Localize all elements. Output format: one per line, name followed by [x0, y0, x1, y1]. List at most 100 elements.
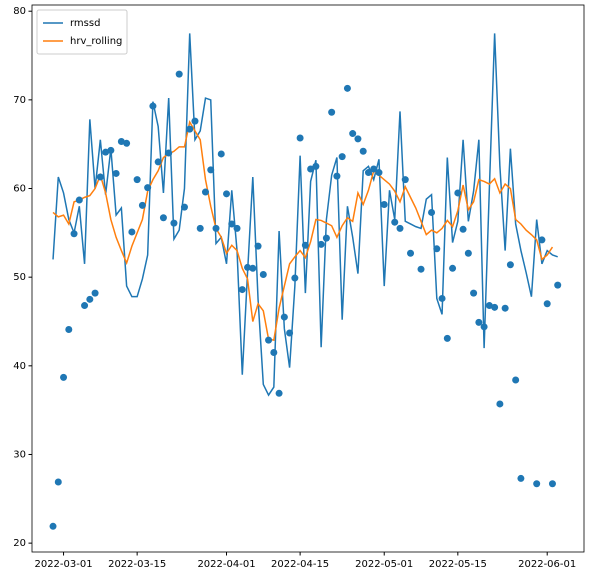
point: [249, 264, 257, 272]
point: [207, 166, 215, 174]
point: [501, 304, 509, 312]
point: [407, 249, 415, 257]
point: [475, 318, 483, 326]
point: [223, 190, 231, 198]
point: [75, 196, 83, 204]
point: [517, 474, 525, 482]
point: [454, 189, 462, 197]
legend-label: rmssd: [70, 18, 100, 29]
x-tick-label: 2022-04-15: [271, 559, 329, 570]
x-tick-label: 2022-05-15: [429, 559, 487, 570]
point: [154, 158, 162, 166]
point: [286, 329, 294, 337]
y-tick-label: 80: [13, 6, 26, 17]
legend-box: [36, 9, 128, 55]
x-tick-label: 2022-05-01: [355, 559, 413, 570]
legend-label: hrv_rolling: [70, 36, 122, 47]
point: [107, 146, 115, 154]
y-tick-label: 30: [13, 449, 26, 460]
point: [296, 134, 304, 142]
point: [60, 373, 68, 381]
point: [49, 522, 57, 530]
legend: rmssd hrv_rolling: [36, 9, 128, 55]
point: [128, 228, 136, 236]
point: [65, 325, 73, 333]
line: [52, 33, 558, 397]
x-tick-label: 2022-04-01: [197, 559, 255, 570]
point: [265, 336, 273, 344]
point: [81, 302, 89, 310]
point: [533, 480, 541, 488]
point: [364, 169, 372, 177]
point: [438, 294, 446, 302]
point: [112, 169, 120, 177]
point: [548, 480, 556, 488]
point: [312, 162, 320, 170]
point: [307, 165, 315, 173]
point: [428, 208, 436, 216]
point: [443, 334, 451, 342]
point: [270, 349, 278, 357]
point: [470, 289, 478, 297]
x-tick-label: 2022-03-15: [108, 559, 166, 570]
point: [217, 150, 225, 158]
point: [238, 286, 246, 294]
point: [54, 478, 62, 486]
point: [349, 130, 357, 138]
point: [291, 274, 299, 282]
point: [317, 240, 325, 248]
point: [117, 138, 125, 146]
point: [165, 149, 173, 157]
point: [333, 172, 341, 180]
y-tick-label: 40: [13, 361, 26, 372]
point: [338, 153, 346, 161]
point: [191, 117, 199, 125]
point: [391, 218, 399, 226]
point: [254, 242, 262, 250]
point: [149, 102, 157, 110]
point: [485, 302, 493, 310]
point: [244, 263, 252, 271]
point: [449, 264, 457, 272]
point: [86, 295, 94, 303]
point: [102, 148, 110, 156]
point: [417, 265, 425, 273]
point: [91, 289, 99, 297]
point: [133, 176, 141, 184]
point: [186, 125, 194, 133]
point: [259, 271, 267, 279]
point: [496, 400, 504, 408]
point: [228, 220, 236, 228]
point: [359, 147, 367, 155]
point: [301, 241, 309, 249]
point: [159, 214, 167, 222]
point: [70, 230, 78, 238]
point: [196, 224, 204, 232]
point: [96, 173, 104, 181]
plot-frame: [31, 4, 585, 553]
point: [370, 165, 378, 173]
point: [275, 389, 283, 397]
plot-area: [32, 5, 584, 552]
point: [506, 261, 514, 269]
line: [52, 119, 554, 341]
y-tick-label: 20: [13, 538, 26, 549]
point: [280, 313, 288, 321]
point: [343, 84, 351, 92]
y-tick-label: 70: [13, 95, 26, 106]
point: [538, 236, 546, 244]
point: [554, 281, 562, 289]
point: [212, 224, 220, 232]
point: [433, 245, 441, 253]
point: [322, 234, 330, 242]
point: [512, 376, 520, 384]
y-tick-label: 60: [13, 184, 26, 195]
point: [491, 303, 499, 311]
point: [328, 108, 336, 116]
point: [180, 203, 188, 211]
point: [138, 201, 146, 209]
point: [201, 188, 209, 196]
y-tick-label: 50: [13, 272, 26, 283]
x-tick-label: 2022-03-01: [34, 559, 92, 570]
